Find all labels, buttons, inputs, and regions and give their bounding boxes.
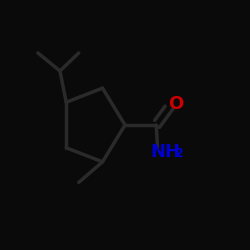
- Text: O: O: [168, 95, 183, 113]
- Text: 2: 2: [175, 147, 184, 160]
- Text: NH: NH: [151, 143, 181, 161]
